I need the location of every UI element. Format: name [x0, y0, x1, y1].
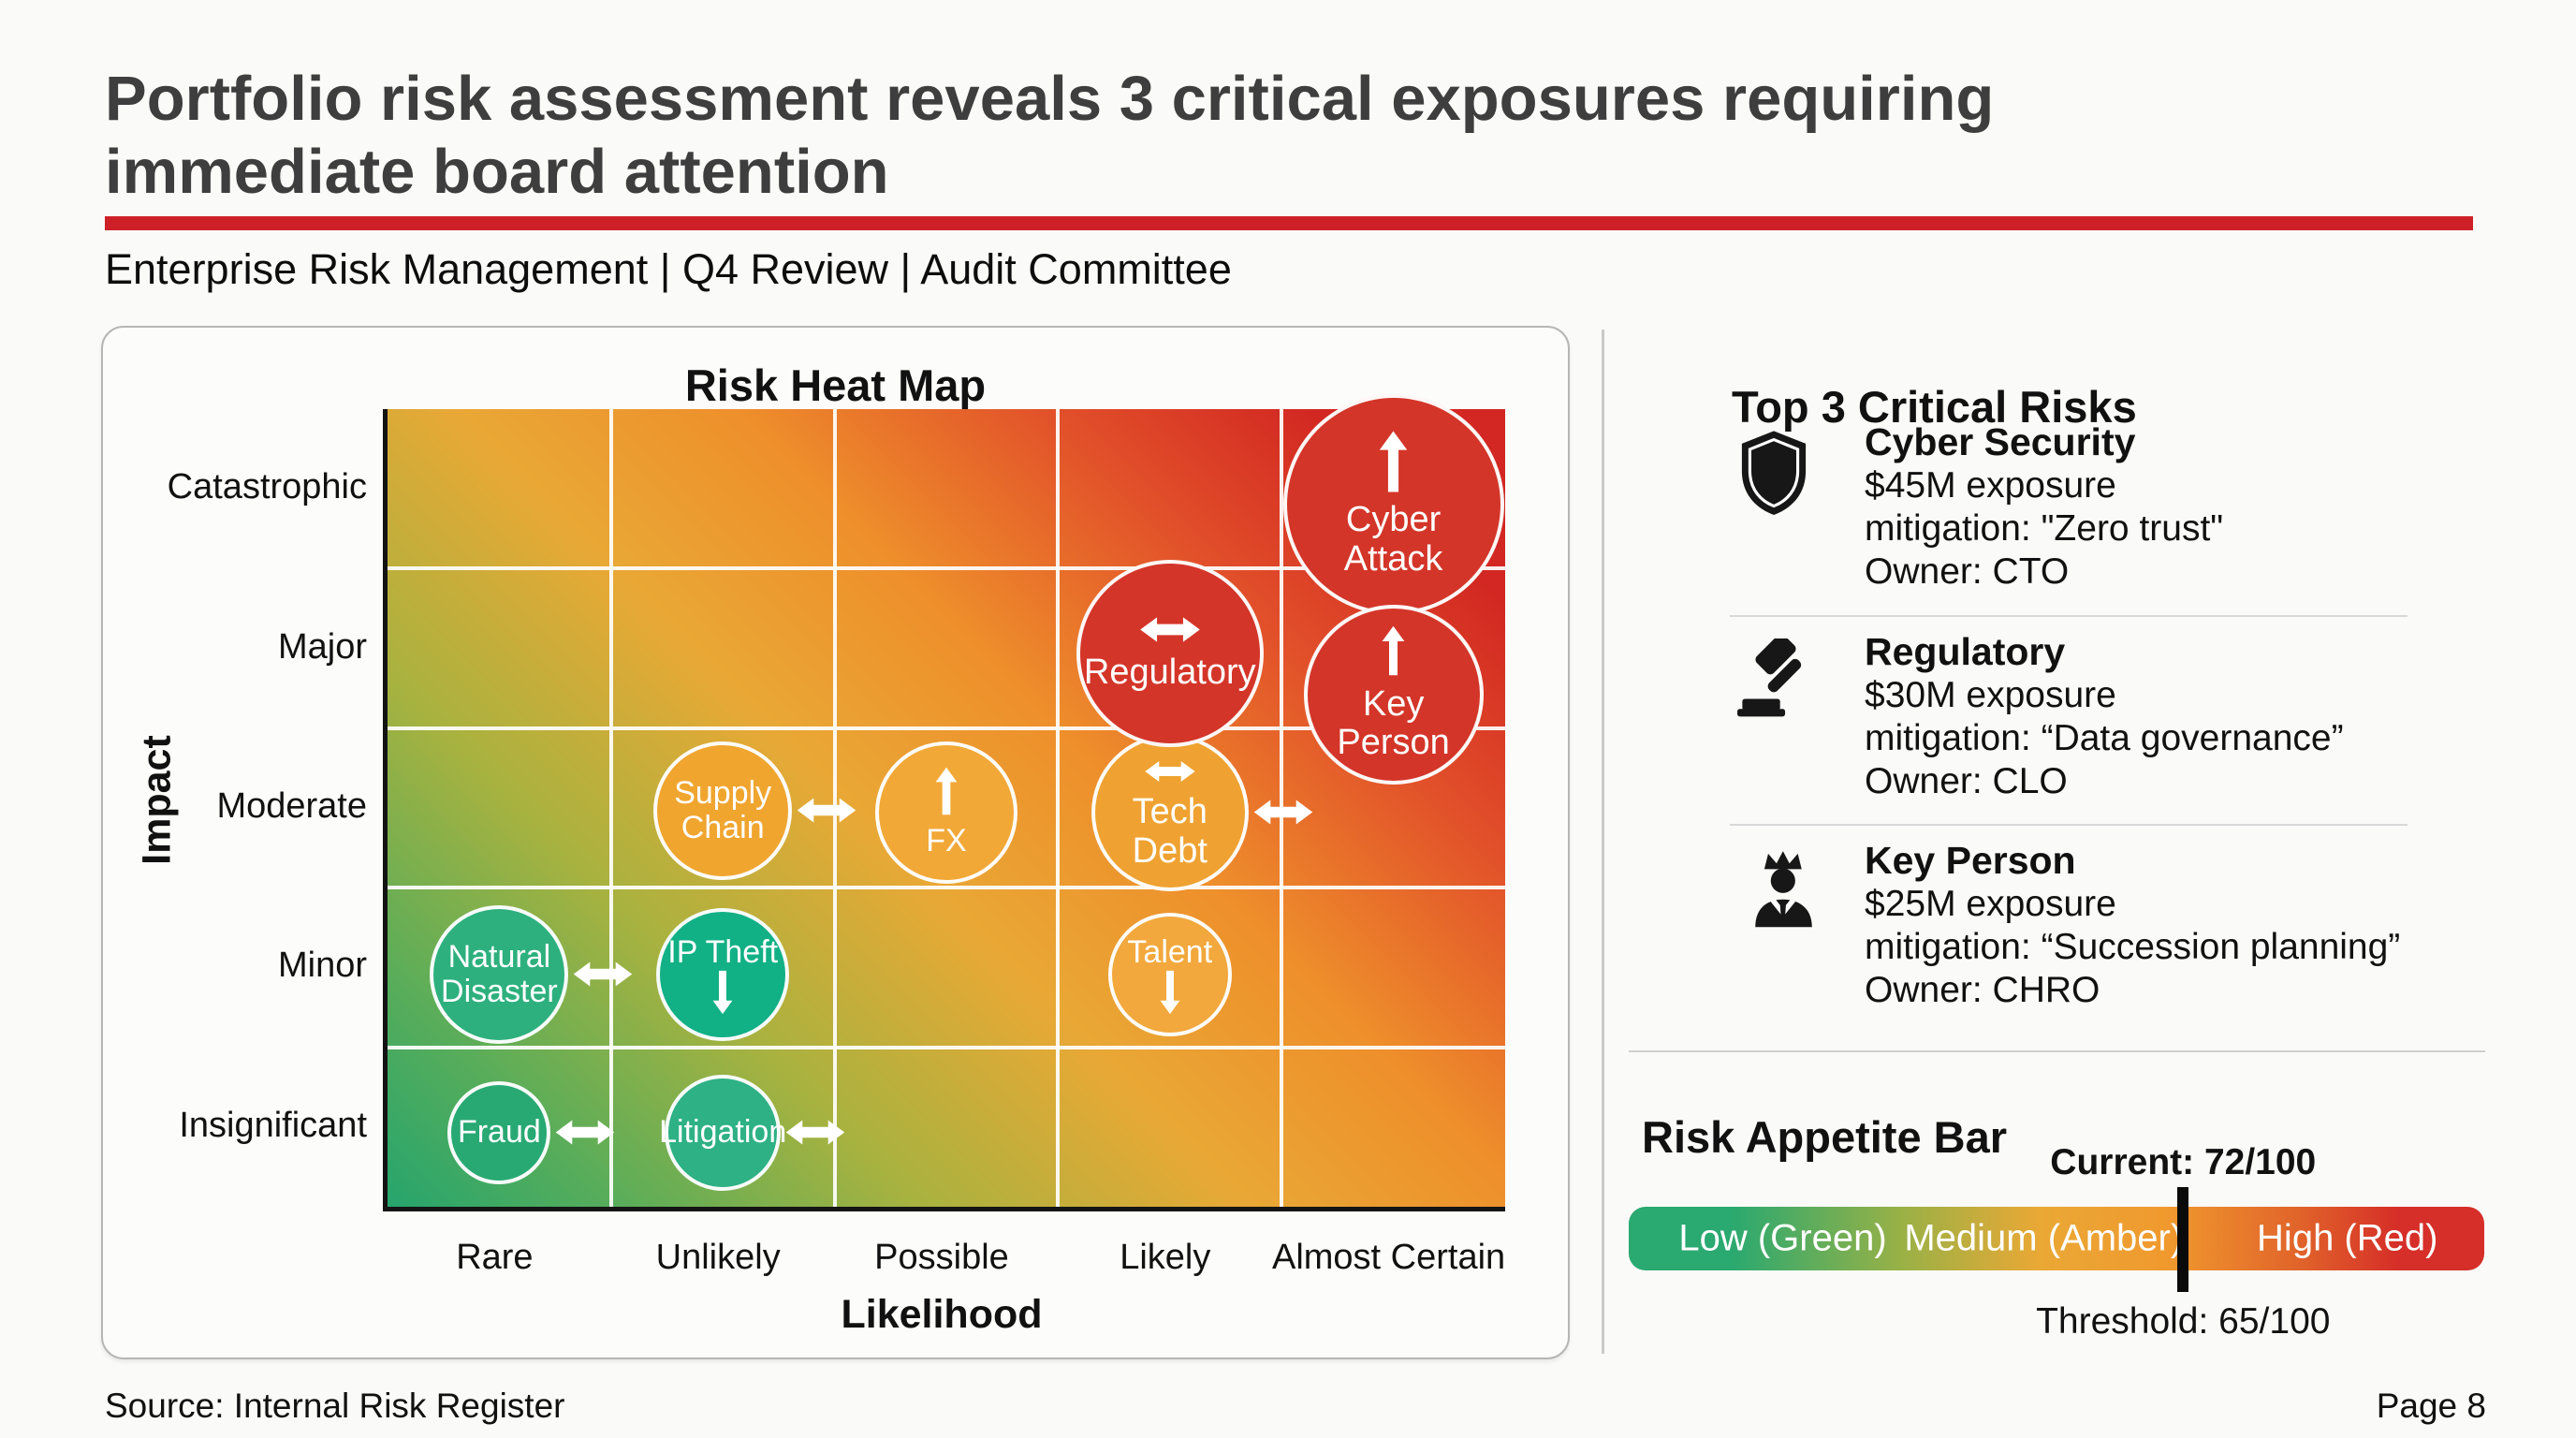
bubble-label: Cyber Attack [1343, 500, 1443, 580]
title-accent-rule [105, 216, 2473, 230]
trend-stable-icon [573, 960, 633, 989]
risk-bubble: Talent [1107, 913, 1232, 1037]
y-tick-label: Insignificant [179, 1105, 367, 1145]
source-note: Source: Internal Risk Register [105, 1387, 565, 1425]
bubble-label: FX [926, 822, 967, 858]
risk-item-text: Regulatory $30M exposure mitigation: “Data… [1865, 629, 2344, 803]
risk-bubble: Litigation [659, 1074, 786, 1191]
gridline-horizontal [388, 566, 1505, 571]
y-tick-label: Minor [277, 946, 367, 986]
item-divider-1 [1730, 615, 2408, 617]
panel-divider [1602, 330, 1604, 1354]
bubble-label: Supply Chain [674, 774, 772, 845]
risk-bubble: Cyber Attack [1282, 394, 1504, 616]
risk-item: Key Person $25M exposure mitigation: “Succ… [1737, 838, 2486, 1012]
bubble-label: Regulatory [1083, 652, 1256, 692]
trend-up-icon [935, 767, 958, 823]
risk-bubble: Tech Debt [1090, 734, 1249, 891]
trend-stable-icon [1144, 754, 1196, 793]
top-risks-heading: Top 3 Critical Risks [1732, 382, 2137, 432]
x-tick-label: Unlikely [655, 1238, 781, 1277]
trend-stable-icon [1139, 614, 1201, 653]
x-tick-label: Rare [456, 1238, 534, 1277]
x-tick-label: Likely [1120, 1238, 1211, 1277]
trend-stable-icon [555, 1118, 615, 1147]
risk-name: Key Person [1865, 839, 2076, 882]
bubble-label: Fraud [457, 1114, 541, 1151]
risk-exposure: $30M exposure [1865, 675, 2116, 715]
threshold-label: Threshold: 65/100 [2036, 1301, 2331, 1342]
trend-down-icon [712, 970, 733, 1015]
heatmap-plot: Supply Chain FX Tech Debt Natural Disaster IP … [383, 394, 1505, 1211]
risk-mitigation: mitigation: "Zero trust" [1865, 508, 2224, 549]
risk-appetite-bar: Low (Green) Medium (Amber) High (Red) [1629, 1207, 2484, 1270]
appetite-divider [1629, 1050, 2485, 1052]
risk-item-text: Key Person $25M exposure mitigation: “Succ… [1865, 838, 2400, 1012]
trend-stable-icon [1253, 798, 1313, 827]
key-person-icon [1737, 838, 1831, 1012]
current-marker [2177, 1187, 2189, 1292]
risk-bubble: Fraud [447, 1080, 551, 1184]
risk-item: Cyber Security $45M exposure mitigation: "… [1737, 419, 2486, 594]
risk-mitigation: mitigation: “Data governance” [1865, 718, 2344, 758]
appetite-segment-label: Medium (Amber) [1904, 1217, 2184, 1259]
gridline-vertical [608, 409, 613, 1207]
title-line-2: immediate board attention [105, 137, 889, 208]
risk-appetite-heading: Risk Appetite Bar [1642, 1112, 2008, 1162]
bubble-label: Tech Debt [1132, 792, 1208, 871]
trend-stable-icon [797, 796, 856, 825]
appetite-segment-label: Low (Green) [1678, 1217, 1887, 1259]
x-axis-title: Likelihood [841, 1292, 1043, 1337]
bubble-label: Key Person [1337, 683, 1450, 763]
risk-owner: Owner: CTO [1865, 551, 2070, 592]
risk-bubble: FX [875, 741, 1017, 884]
risk-exposure: $25M exposure [1865, 884, 2116, 924]
trend-up-icon [1379, 430, 1408, 502]
title-line-1: Portfolio risk assessment reveals 3 crit… [105, 63, 1995, 134]
risk-mitigation: mitigation: “Succession planning” [1865, 927, 2401, 967]
current-score-label: Current: 72/100 [2050, 1142, 2317, 1182]
risk-exposure: $45M exposure [1865, 465, 2116, 506]
subtitle: Enterprise Risk Management | Q4 Review |… [105, 245, 1232, 293]
trend-stable-icon [785, 1118, 845, 1147]
shield-icon [1737, 419, 1831, 594]
appetite-segment-label: High (Red) [2257, 1217, 2438, 1259]
x-tick-label: Almost Certain [1271, 1238, 1506, 1277]
item-divider-2 [1730, 824, 2408, 826]
gridline-horizontal [388, 1045, 1505, 1049]
risk-item: Regulatory $30M exposure mitigation: “Data… [1737, 629, 2486, 803]
trend-up-icon [1382, 625, 1405, 685]
risk-bubble: IP Theft [656, 908, 790, 1042]
bubble-label: Natural Disaster [441, 939, 558, 1010]
page-number: Page 8 [2376, 1387, 2486, 1425]
risk-owner: Owner: CHRO [1865, 970, 2100, 1010]
gridline-vertical [1056, 409, 1061, 1207]
risk-owner: Owner: CLO [1865, 761, 2068, 801]
risk-bubble: Key Person [1303, 604, 1484, 785]
trend-down-icon [1160, 970, 1180, 1015]
page-title: Portfolio risk assessment reveals 3 crit… [105, 63, 2501, 210]
gridline-horizontal [388, 726, 1505, 730]
y-tick-label: Catastrophic [167, 467, 367, 507]
gridline-horizontal [388, 886, 1505, 890]
gavel-icon [1737, 629, 1831, 803]
risk-bubble: Regulatory [1076, 559, 1264, 747]
y-tick-label: Moderate [216, 786, 367, 826]
heatmap-card: Risk Heat Map Impact Supply Chain FX Tech D… [101, 326, 1570, 1359]
risk-bubble: Supply Chain [653, 741, 793, 880]
y-tick-label: Major [277, 626, 367, 667]
bubble-label: IP Theft [667, 933, 779, 970]
x-tick-label: Possible [874, 1238, 1009, 1277]
bubble-label: Litigation [659, 1114, 787, 1151]
chart-title: Risk Heat Map [684, 360, 987, 410]
risk-item-text: Cyber Security $45M exposure mitigation: "… [1865, 419, 2223, 594]
bubble-label: Talent [1127, 933, 1213, 970]
risk-name: Cyber Security [1865, 420, 2136, 463]
risk-name: Regulatory [1865, 630, 2066, 673]
risk-bubble: Natural Disaster [430, 905, 569, 1045]
